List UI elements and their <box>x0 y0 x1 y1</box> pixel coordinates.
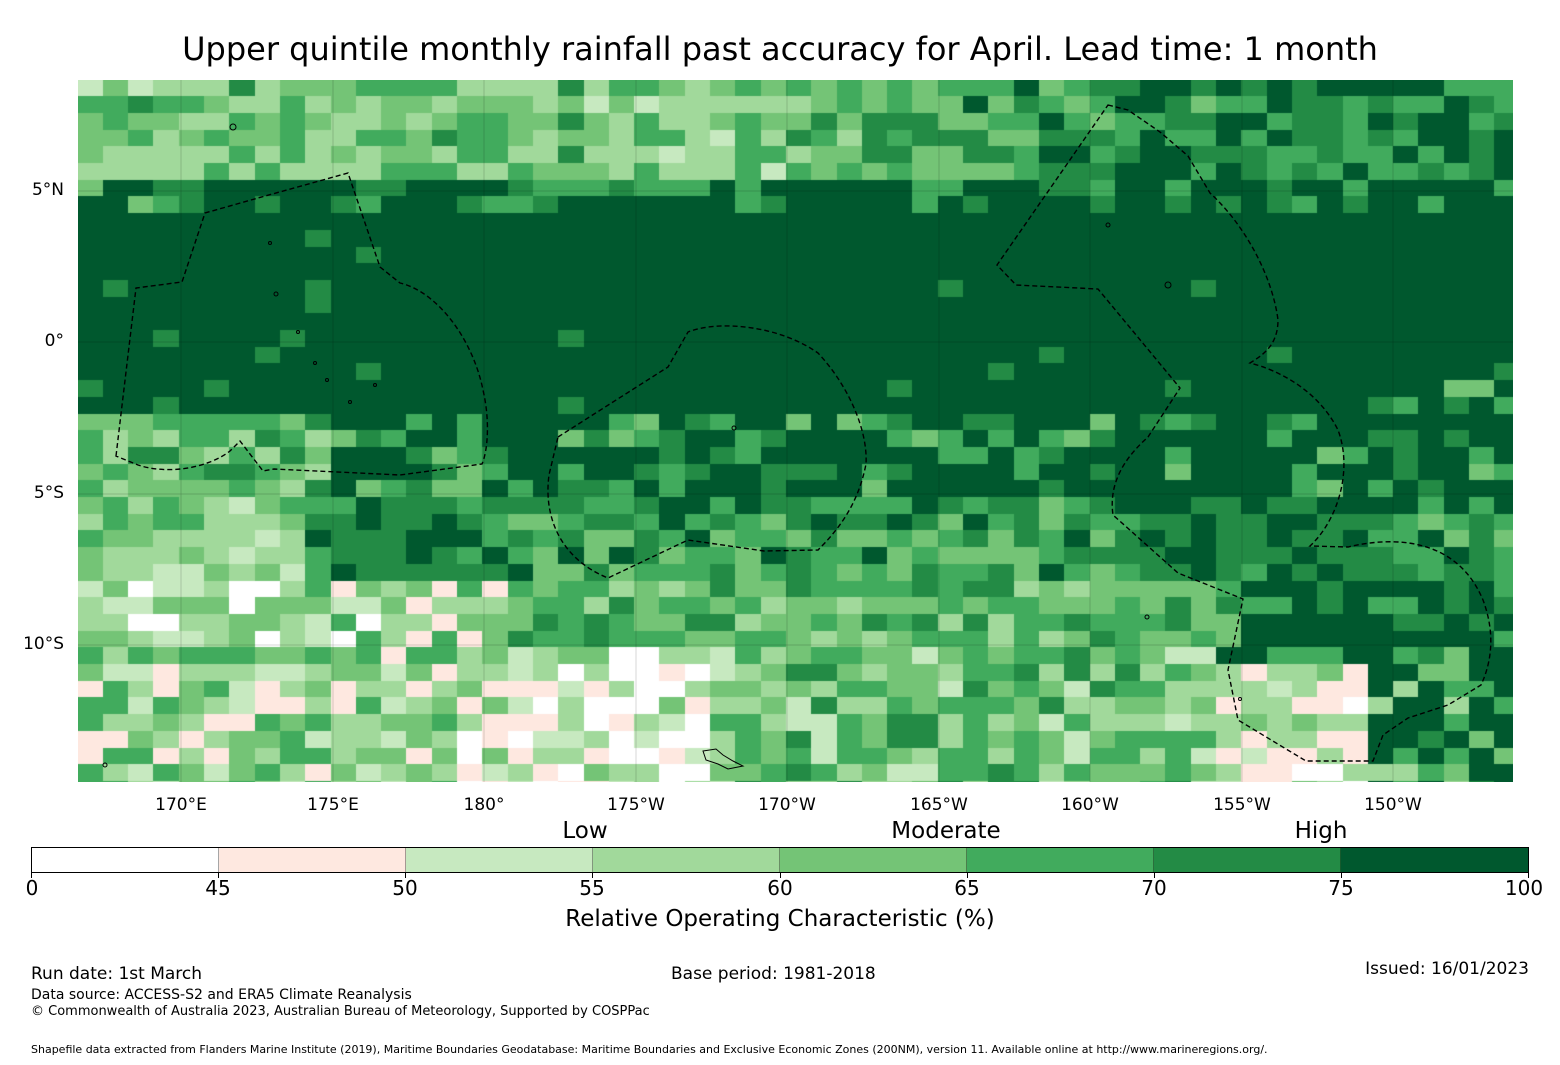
colorbar-segment-70-75 <box>1153 848 1341 872</box>
lat-label-0: 0° <box>44 331 64 351</box>
category-moderate: Moderate <box>891 818 1001 844</box>
islands <box>102 123 1242 770</box>
shapefile-credit: Shapefile data extracted from Flanders M… <box>31 1043 1268 1056</box>
colorbar-tick-50: 50 <box>392 876 418 900</box>
lon-label-170e: 170°E <box>155 795 207 815</box>
run-date: Run date: 1st March <box>31 964 203 984</box>
base-period: Base period: 1981-2018 <box>671 964 876 984</box>
colorbar-tick-100: 100 <box>1504 876 1544 900</box>
lon-label-180: 180° <box>463 795 505 815</box>
lon-label-155w: 155°W <box>1213 795 1271 815</box>
copyright: © Commonwealth of Australia 2023, Austra… <box>31 1004 650 1019</box>
colorbar <box>31 847 1529 873</box>
colorbar-label: Relative Operating Characteristic (%) <box>565 906 995 932</box>
lon-label-165w: 165°W <box>910 795 968 815</box>
lat-label-10s: 10°S <box>23 634 64 654</box>
lon-label-160w: 160°W <box>1061 795 1119 815</box>
eez-boundaries <box>115 104 1492 762</box>
roc-skill-grid <box>78 80 1513 782</box>
data-source: Data source: ACCESS-S2 and ERA5 Climate … <box>31 987 412 1003</box>
roc-skill-map <box>78 80 1513 782</box>
line-islands-eez <box>996 104 1492 762</box>
map-title: Upper quintile monthly rainfall past acc… <box>182 30 1378 68</box>
graticule <box>78 80 1513 782</box>
colorbar-tick-70: 70 <box>1141 876 1167 900</box>
lon-label-150w: 150°W <box>1364 795 1422 815</box>
category-high: High <box>1294 818 1348 844</box>
colorbar-tick-75: 75 <box>1328 876 1354 900</box>
lat-label-5n: 5°N <box>31 180 64 200</box>
lon-label-175e: 175°E <box>307 795 359 815</box>
lon-label-175w: 175°W <box>607 795 665 815</box>
colorbar-tick-55: 55 <box>579 876 605 900</box>
lat-label-5s: 5°S <box>33 483 64 503</box>
colorbar-segment-45-50 <box>218 848 406 872</box>
map-overlay <box>78 80 1513 782</box>
lon-label-170w: 170°W <box>758 795 816 815</box>
colorbar-segment-50-55 <box>405 848 593 872</box>
colorbar-segment-65-70 <box>966 848 1154 872</box>
colorbar-tick-60: 60 <box>767 876 793 900</box>
category-low: Low <box>562 818 608 844</box>
tokelau-eez <box>547 325 867 579</box>
colorbar-tick-45: 45 <box>205 876 231 900</box>
kiribati-gilbert-eez <box>115 172 489 476</box>
colorbar-segment-60-65 <box>779 848 967 872</box>
colorbar-segment-55-60 <box>592 848 780 872</box>
colorbar-segment-75-100 <box>1340 848 1528 872</box>
colorbar-segment-0-45 <box>32 848 219 872</box>
colorbar-tick-65: 65 <box>954 876 980 900</box>
issued-date: Issued: 16/01/2023 <box>1365 959 1529 979</box>
colorbar-tick-0: 0 <box>25 876 39 900</box>
